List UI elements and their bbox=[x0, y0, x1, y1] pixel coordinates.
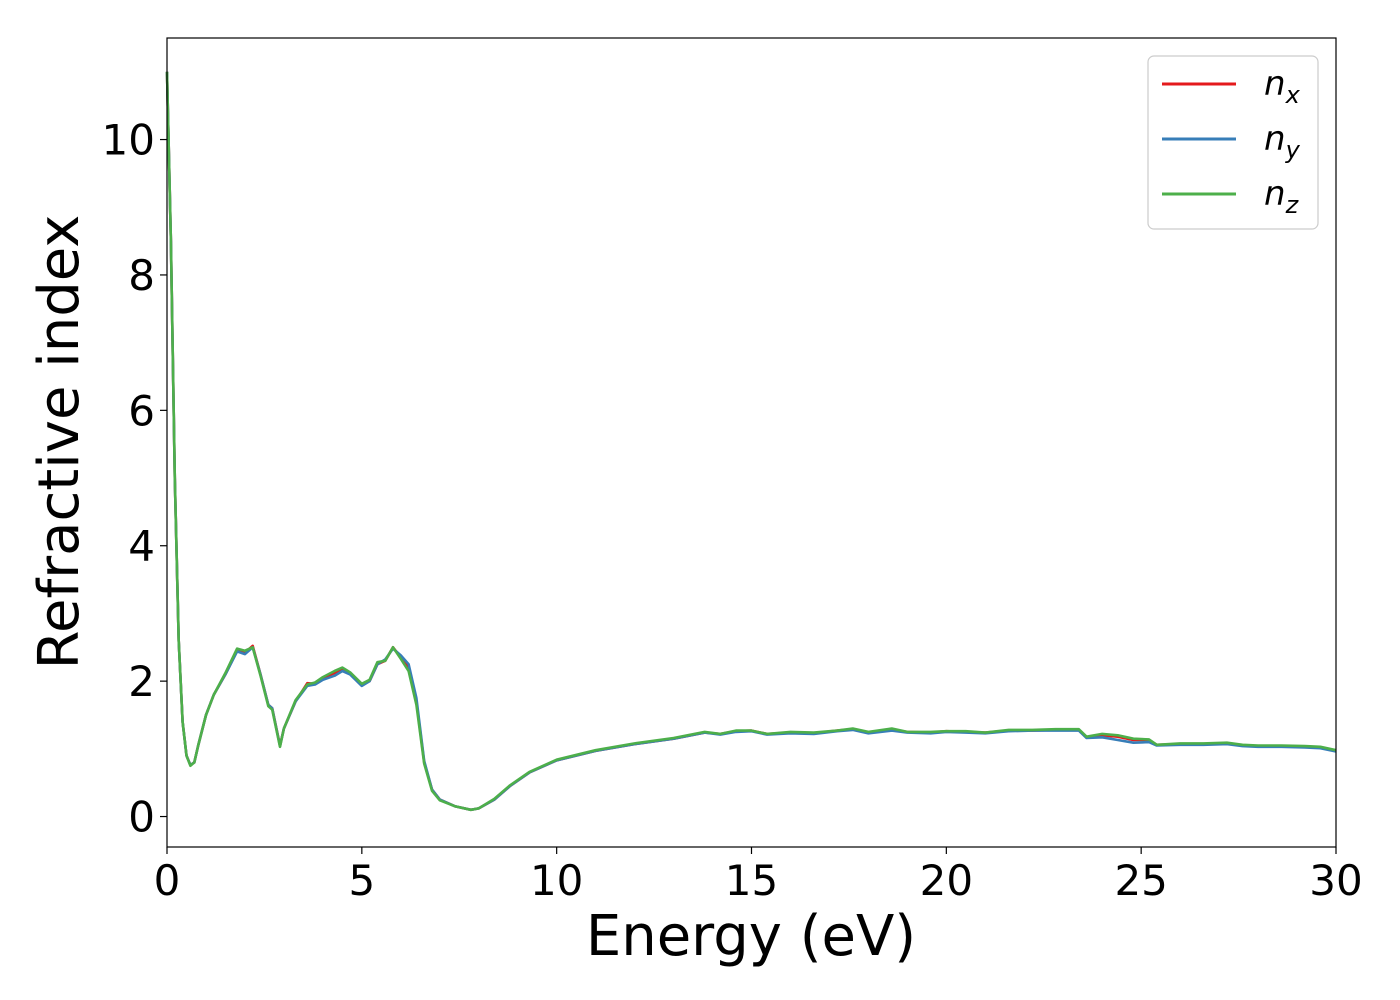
y-tick-label: 8 bbox=[128, 251, 155, 300]
y-tick-label: 4 bbox=[128, 522, 155, 571]
y-tick-label: 6 bbox=[128, 386, 155, 435]
y-axis-label: Refractive index bbox=[27, 215, 92, 670]
legend-box bbox=[1147, 55, 1319, 230]
y-tick-label: 2 bbox=[128, 657, 155, 706]
x-tick-label: 30 bbox=[1309, 856, 1362, 905]
x-tick-label: 20 bbox=[920, 856, 973, 905]
series-layer bbox=[165, 71, 1337, 812]
x-axis-label: Energy (eV) bbox=[586, 904, 916, 969]
x-tick-label: 25 bbox=[1114, 856, 1167, 905]
legend-label-n-x: nx bbox=[1264, 64, 1301, 109]
x-tick-label: 10 bbox=[530, 856, 583, 905]
x-tick-label: 15 bbox=[725, 856, 778, 905]
legend-label-n-z: nz bbox=[1264, 174, 1300, 219]
y-tick-label: 0 bbox=[128, 793, 155, 842]
series-line-n-z bbox=[165, 71, 1337, 812]
x-tick-label: 0 bbox=[154, 856, 181, 905]
x-axis-ticks: 0 5 10 15 20 25 30 bbox=[154, 847, 1363, 905]
plot-background bbox=[167, 38, 1336, 847]
x-tick-label: 5 bbox=[348, 856, 375, 905]
legend-label-n-y: ny bbox=[1264, 119, 1301, 164]
y-axis-ticks: 0 2 4 6 8 10 bbox=[102, 116, 167, 842]
legend: nx ny nz bbox=[1147, 55, 1319, 230]
y-tick-label: 10 bbox=[102, 116, 155, 165]
